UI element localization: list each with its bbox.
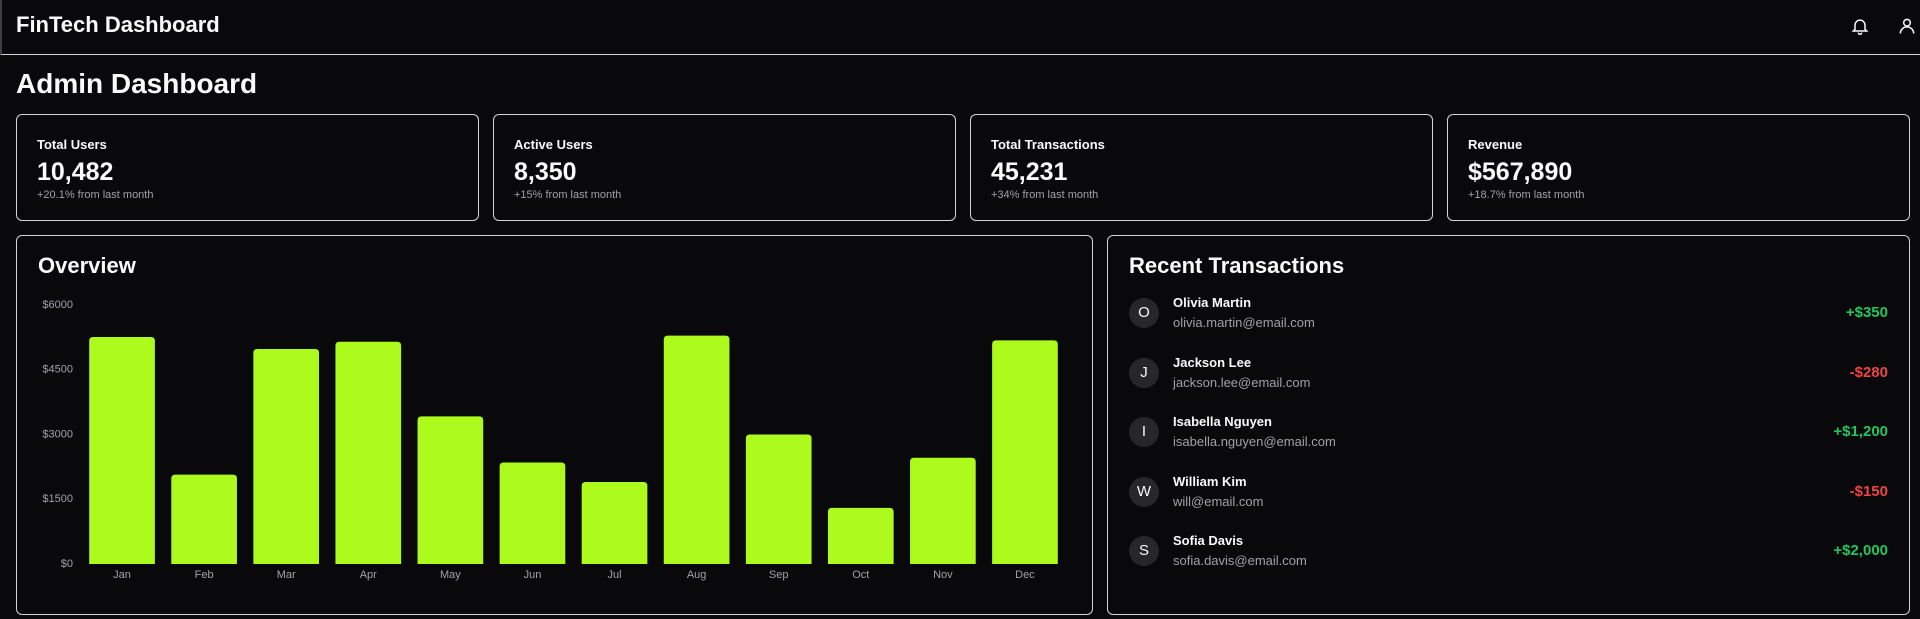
stat-note: +15% from last month [514,189,622,201]
transaction-name: Jackson Lee [1173,354,1252,370]
card-title: Recent Transactions [1129,253,1345,278]
stat-value: 8,350 [514,158,577,186]
x-tick-label: Oct [852,569,869,581]
x-tick-label: May [440,569,461,581]
transaction-email: olivia.martin@email.com [1173,315,1315,330]
x-tick-label: Jan [113,569,131,581]
profile-button[interactable] [1897,16,1917,36]
bar [581,481,648,564]
transaction-row: J Jackson Lee jackson.lee@email.com -$280 [1129,351,1888,395]
y-tick-label: $0 [61,558,73,570]
transaction-name: Olivia Martin [1173,295,1252,310]
transaction-name: Sofia Davis [1173,533,1244,548]
y-tick-label: $6000 [42,299,73,311]
transaction-email: isabella.nguyen@email.com [1173,434,1336,449]
y-tick-label: $1500 [42,493,73,505]
bar [335,341,402,564]
x-tick-label: Feb [195,569,214,581]
bar [745,434,812,564]
stat-card: Total Users 10,482 +20.1% from last month [16,114,479,221]
transaction-amount: +$350 [1845,304,1888,321]
stat-value: 10,482 [37,158,114,186]
overview-card: Overview $0 $1500 $3000 $4500 $6000 Jan Feb Mar… [16,235,1093,615]
bar [499,462,566,564]
avatar: J [1129,357,1159,388]
transaction-email: will@email.com [1173,493,1264,509]
chart: $0 $1500 $3000 $4500 $6000 Jan Feb Mar Apr May Jun… [42,299,1058,581]
avatar: S [1129,536,1159,566]
bar [663,335,730,564]
transaction-row: S Sofia Davis sofia.davis@email.com +$2,000 [1129,529,1888,573]
avatar: W [1129,476,1159,507]
stat-card: Total Transactions 45,231 +34% from last m… [970,114,1433,221]
stat-value: $567,890 [1468,158,1573,186]
stat-label: Total Transactions [991,137,1105,152]
stat-note: +18.7% from last month [1468,189,1585,201]
stat-card: Active Users 8,350 +15% from last month [493,114,956,221]
x-tick-label: Jul [608,569,622,581]
bar [910,457,976,564]
stat-label: Revenue [1468,137,1523,152]
x-tick-label: Nov [933,569,953,581]
x-tick-label: Sep [769,569,789,581]
stat-label: Total Users [37,137,107,152]
page-title: Admin Dashboard [16,68,258,99]
transaction-row: W William Kim will@email.com -$150 [1129,470,1888,514]
transaction-amount: -$150 [1849,482,1888,500]
x-tick-label: Apr [360,569,377,581]
bar [992,340,1058,564]
y-tick-label: $3000 [42,428,73,440]
avatar: I [1129,417,1159,447]
stat-card: Revenue $567,890 +18.7% from last month [1447,114,1910,221]
app-title: FinTech Dashboard [16,12,220,37]
transaction-amount: +$2,000 [1833,542,1888,559]
y-tick-label: $4500 [42,364,73,376]
transaction-amount: +$1,200 [1833,423,1888,440]
transaction-row: O Olivia Martin olivia.martin@email.com +$3… [1129,291,1888,335]
x-tick-label: Mar [277,569,296,581]
card-title: Overview [38,253,136,278]
top-bar [0,0,1920,55]
bar [171,474,237,564]
x-tick-label: Jun [524,569,542,581]
transaction-email: sofia.davis@email.com [1173,553,1307,568]
transaction-amount: -$280 [1849,363,1888,381]
stat-note: +34% from last month [991,189,1099,201]
bar [827,507,894,564]
notifications-button[interactable] [1850,16,1870,36]
avatar: O [1129,298,1159,328]
transactions-card: Recent Transactions O Olivia Martin olivia… [1107,235,1910,615]
transaction-email: jackson.lee@email.com [1173,374,1311,390]
stat-value: 45,231 [991,158,1068,186]
transaction-name: William Kim [1173,473,1247,489]
x-tick-label: Aug [687,569,707,581]
x-tick-label: Dec [1015,569,1035,581]
transaction-row: I Isabella Nguyen isabella.nguyen@email.co… [1129,410,1888,454]
stat-cards: Total Users 10,482 +20.1% from last month A… [16,114,1910,221]
bar [89,336,155,564]
stat-note: +20.1% from last month [37,189,154,201]
transaction-name: Isabella Nguyen [1173,414,1272,429]
stat-label: Active Users [514,137,593,152]
bar [417,416,484,564]
bar [253,349,320,564]
